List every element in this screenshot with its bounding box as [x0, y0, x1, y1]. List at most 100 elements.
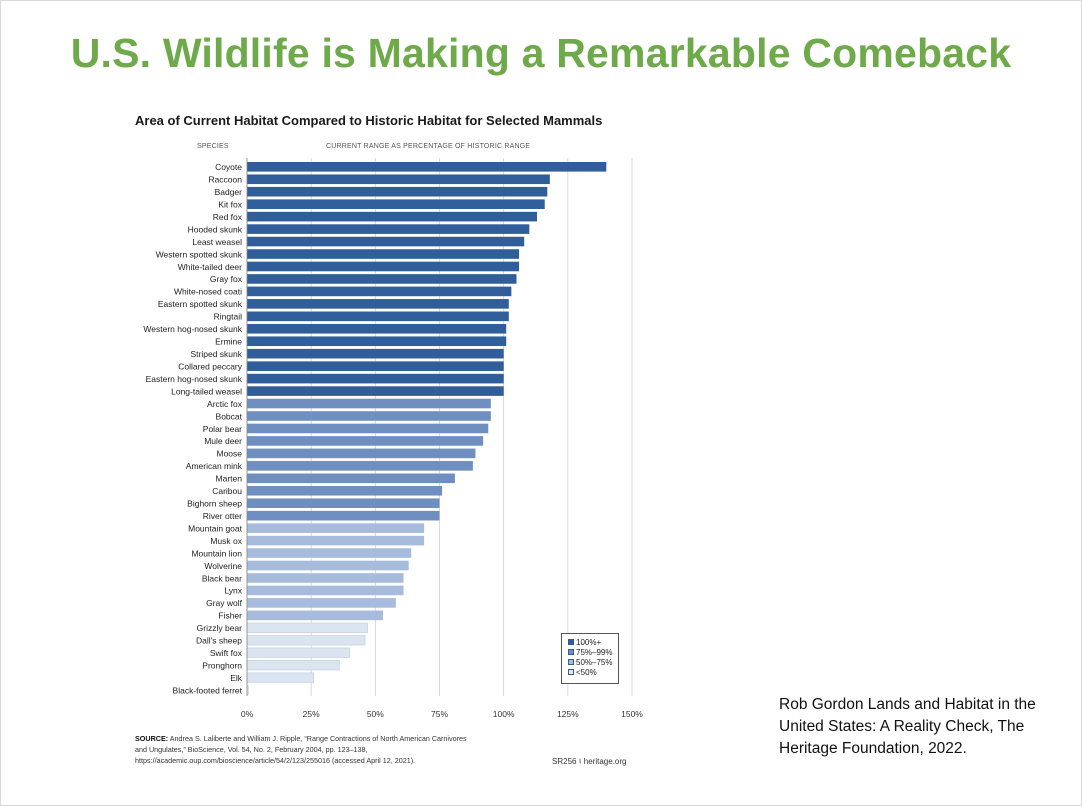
- bar: [247, 423, 489, 434]
- source-note: SOURCE: Andrea S. Laliberte and William …: [135, 733, 475, 766]
- bar: [246, 672, 314, 683]
- bar: [247, 199, 545, 209]
- source-text: Andrea S. Laliberte and William J. Rippl…: [135, 734, 467, 765]
- legend-label: <50%: [576, 667, 597, 677]
- value-column-header: CURRENT RANGE AS PERCENTAGE OF HISTORIC …: [326, 143, 531, 150]
- bar: [247, 548, 412, 558]
- bar: [247, 224, 530, 234]
- x-tick-label: 100%: [493, 709, 515, 719]
- species-label: Raccoon: [208, 175, 242, 185]
- legend-swatch: [568, 649, 574, 655]
- report-id: SR256: [552, 757, 577, 766]
- bar: [247, 598, 396, 608]
- species-label: Musk ox: [210, 536, 242, 546]
- species-label: Grizzly bear: [197, 623, 243, 633]
- bar: [247, 249, 520, 259]
- bar: [247, 299, 509, 309]
- species-label: Moose: [216, 449, 242, 459]
- legend-item-75-99: 75%–99%: [568, 647, 618, 657]
- species-label: Fisher: [218, 611, 242, 621]
- bar: [247, 373, 504, 384]
- bar: [247, 485, 443, 496]
- x-tick-label: 50%: [367, 709, 384, 719]
- species-label: River otter: [203, 511, 242, 521]
- species-label: Wolverine: [204, 561, 242, 571]
- bar: [247, 398, 491, 409]
- species-label: Least weasel: [192, 237, 242, 247]
- bar: [247, 174, 550, 185]
- species-label: Dall's sheep: [196, 636, 242, 646]
- species-label: Western hog-nosed skunk: [143, 324, 242, 334]
- species-label: Eastern spotted skunk: [158, 299, 243, 309]
- x-tick-label: 125%: [557, 709, 579, 719]
- species-label: Ermine: [215, 337, 242, 347]
- species-column-header: SPECIES: [197, 143, 229, 150]
- bar: [247, 473, 455, 484]
- species-label: Gray wolf: [206, 598, 243, 608]
- species-label: Eastern hog-nosed skunk: [146, 374, 243, 384]
- legend-label: 75%–99%: [576, 647, 613, 657]
- species-label: Elk: [230, 673, 243, 683]
- species-label: Hooded skunk: [188, 224, 243, 234]
- bar: [247, 560, 409, 571]
- legend-item-100-plus: 100%+: [568, 637, 618, 647]
- legend-swatch: [568, 639, 574, 645]
- species-label: White-nosed coati: [174, 287, 242, 297]
- legend-swatch: [568, 659, 574, 665]
- bar: [247, 336, 507, 347]
- species-label: Bobcat: [216, 411, 243, 421]
- species-label: Mountain goat: [188, 523, 243, 533]
- bar: [247, 448, 476, 459]
- species-label: Polar bear: [203, 424, 242, 434]
- bar: [247, 510, 440, 521]
- species-label: Black-footed ferret: [173, 685, 243, 695]
- x-tick-label: 0%: [241, 709, 254, 719]
- bar: [246, 660, 340, 671]
- chart-title: Area of Current Habitat Compared to Hist…: [135, 113, 603, 128]
- bar: [247, 186, 548, 197]
- bar: [247, 436, 484, 446]
- bar: [247, 535, 425, 546]
- species-label: Lynx: [224, 586, 242, 596]
- bar: [247, 261, 520, 272]
- species-label: Swift fox: [210, 648, 243, 658]
- site-label: heritage.org: [583, 757, 627, 766]
- species-label: Arctic fox: [207, 399, 243, 409]
- bar: [247, 236, 525, 247]
- species-label: White-tailed deer: [178, 262, 242, 272]
- legend-label: 50%–75%: [576, 657, 613, 667]
- bar: [247, 361, 504, 371]
- bar: [246, 635, 366, 646]
- x-tick-label: 75%: [431, 709, 448, 719]
- x-tick-label: 150%: [621, 709, 643, 719]
- source-label: SOURCE:: [135, 734, 169, 743]
- chart-legend: 100%+ 75%–99% 50%–75% <50%: [561, 633, 619, 684]
- species-label: Bighorn sheep: [187, 499, 242, 509]
- bar: [247, 573, 404, 583]
- report-footer: SR256 ♮ heritage.org: [552, 757, 627, 766]
- slide-citation: Rob Gordon Lands and Habitat in the Unit…: [779, 696, 1036, 757]
- bar: [247, 498, 440, 509]
- bar: [247, 311, 509, 322]
- species-label: Red fox: [213, 212, 243, 222]
- bar: [247, 610, 384, 621]
- species-label: Striped skunk: [191, 349, 243, 359]
- species-label: Coyote: [215, 162, 242, 172]
- species-label: Collared peccary: [178, 361, 243, 371]
- legend-swatch: [568, 669, 574, 675]
- bar: [247, 523, 425, 533]
- bar: [247, 348, 504, 359]
- bar: [247, 286, 512, 297]
- bar: [247, 211, 538, 222]
- species-label: Gray fox: [210, 274, 243, 284]
- bar: [247, 585, 404, 596]
- legend-label: 100%+: [576, 637, 602, 647]
- bar: [247, 274, 517, 284]
- x-tick-label: 25%: [303, 709, 320, 719]
- species-label: Black bear: [202, 573, 242, 583]
- species-label: Badger: [215, 187, 243, 197]
- species-label: Long-tailed weasel: [171, 386, 242, 396]
- bar: [247, 461, 473, 471]
- heritage-bell-icon: ♮: [578, 757, 582, 766]
